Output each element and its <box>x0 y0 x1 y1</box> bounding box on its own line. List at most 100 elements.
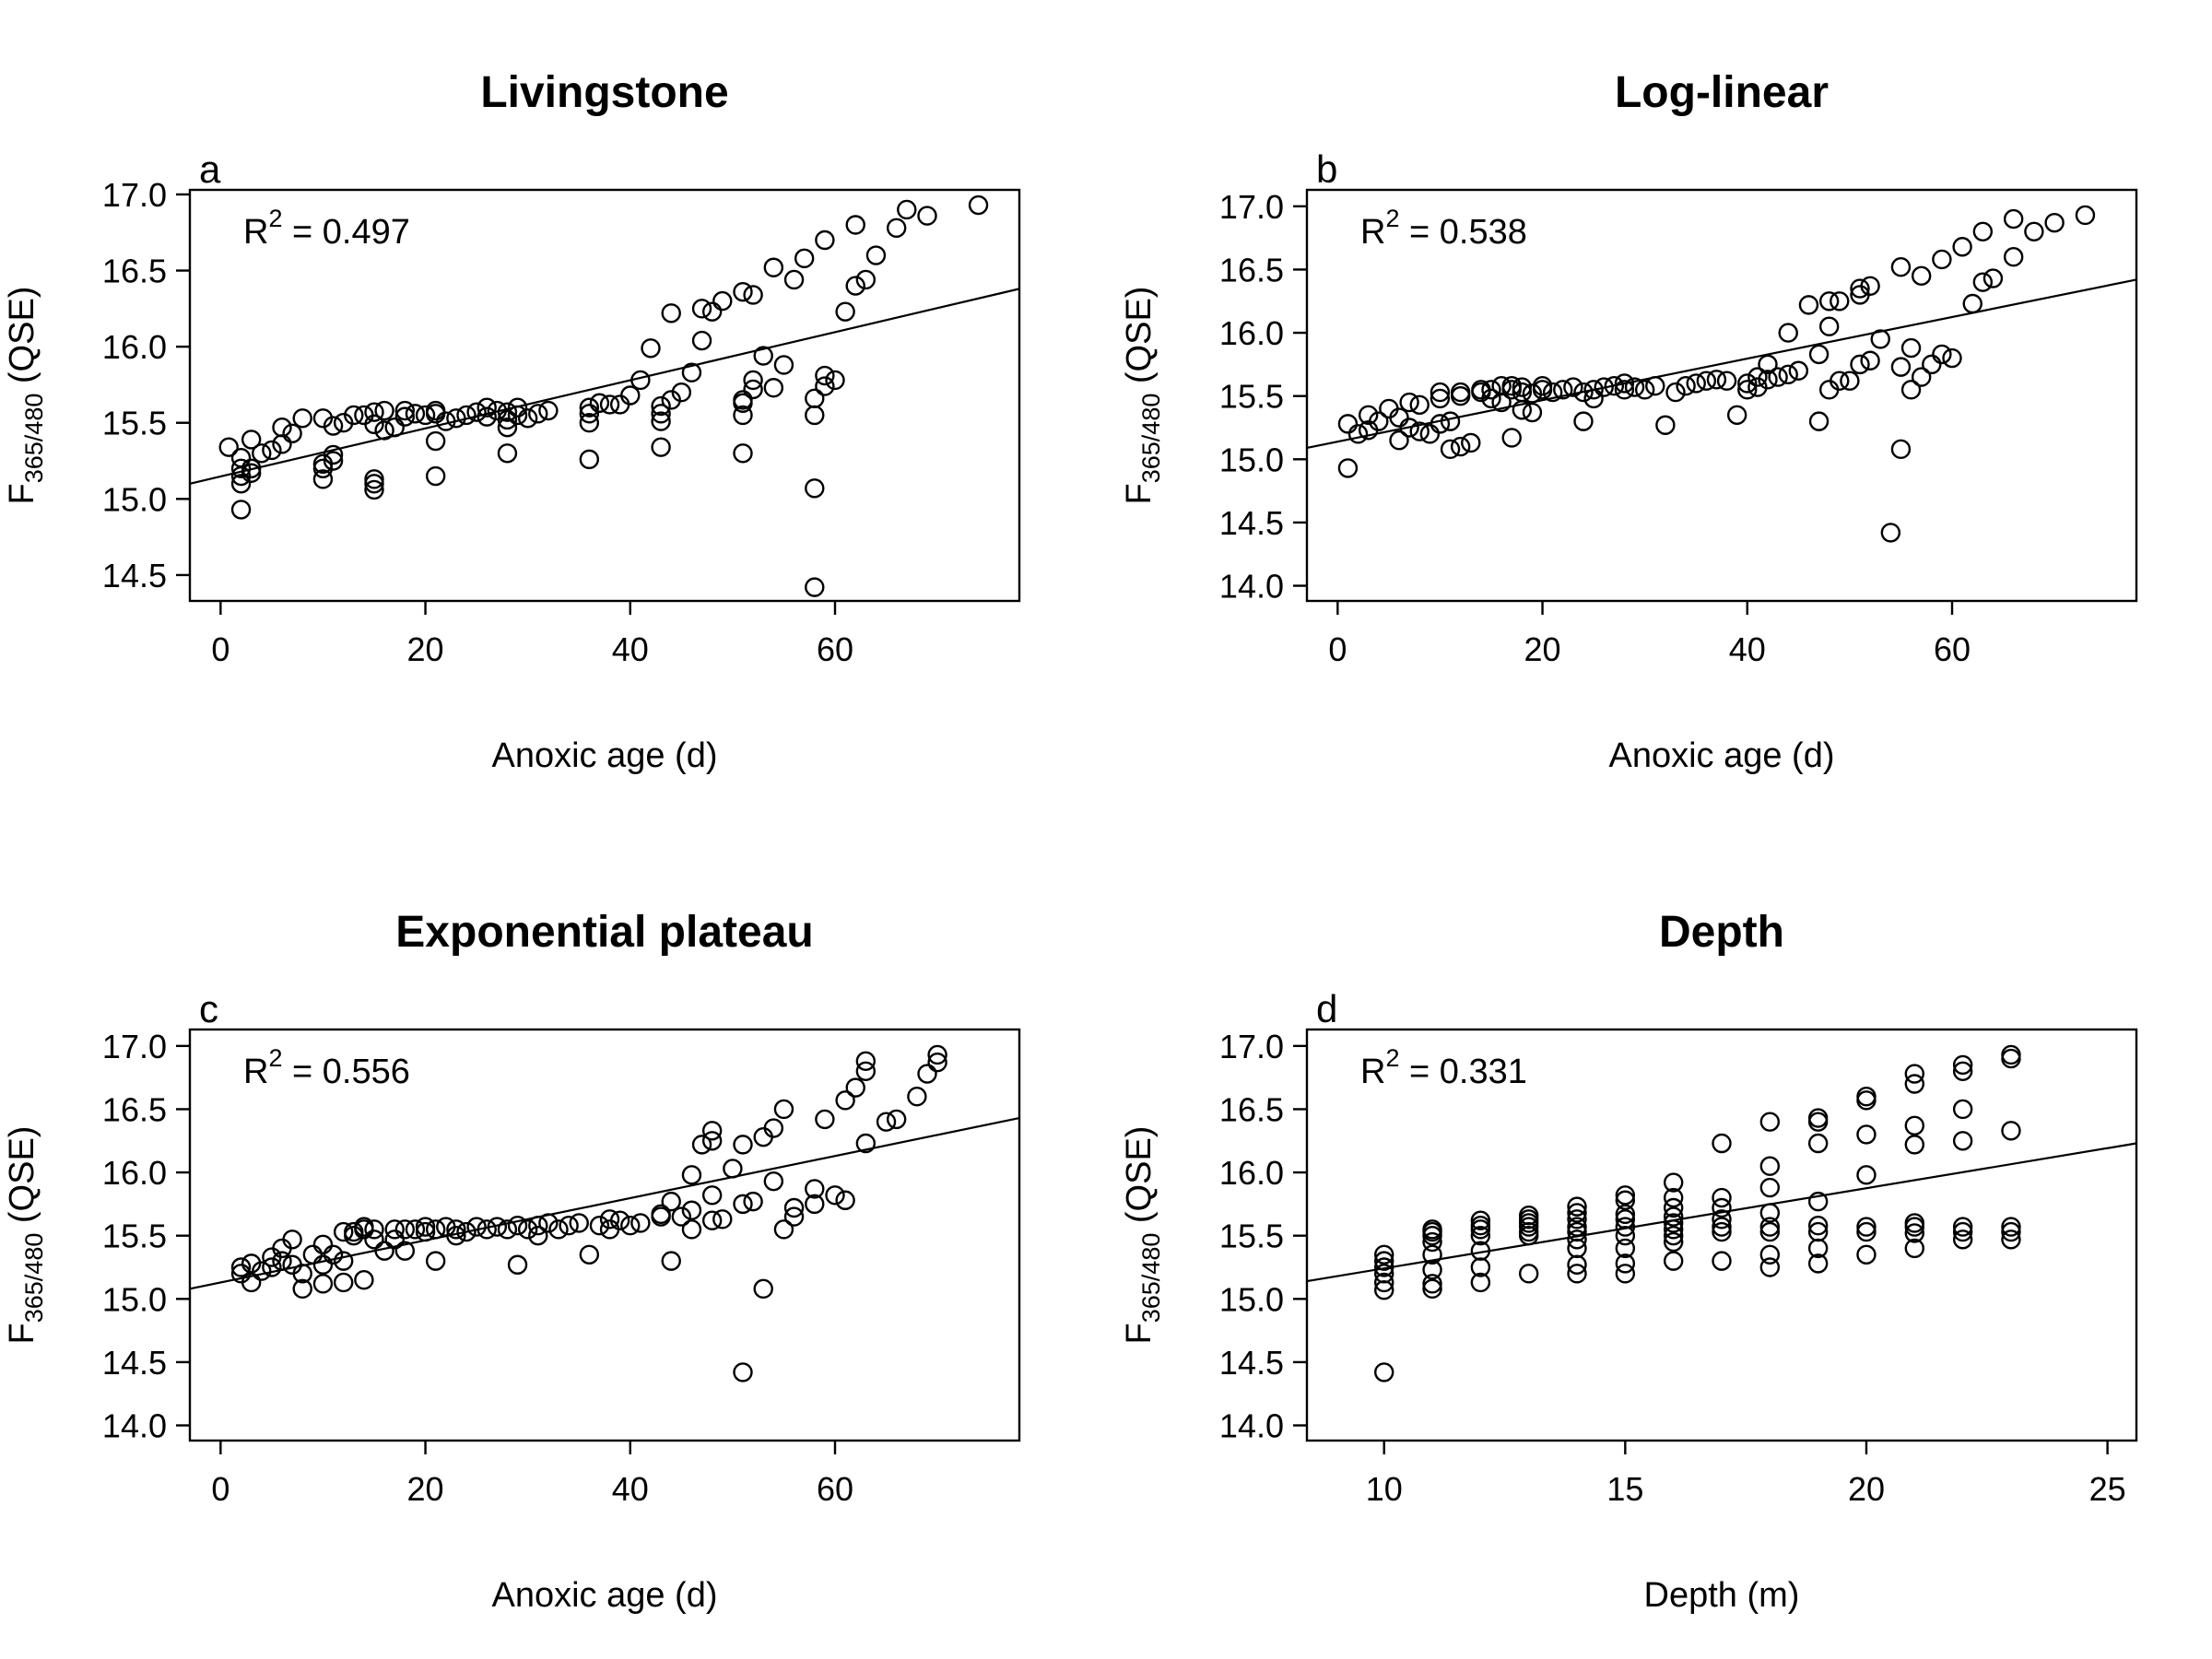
data-point <box>1567 1217 1587 1237</box>
panel-letter: d <box>1316 987 1337 1030</box>
data-point <box>2001 1221 2021 1242</box>
data-point <box>1904 1135 1925 1155</box>
data-point <box>1481 388 1501 409</box>
data-point <box>1706 370 1727 390</box>
data-point <box>733 281 753 302</box>
y-axis-label-unit: (QSE) <box>1120 287 1159 394</box>
data-point <box>1778 323 1798 343</box>
data-point <box>1747 367 1768 387</box>
data-point <box>230 458 252 478</box>
data-point <box>364 474 384 494</box>
data-point <box>733 1362 753 1382</box>
data-point <box>1686 373 1706 394</box>
data-point <box>825 1185 845 1206</box>
data-point <box>218 437 239 457</box>
regression-line <box>1306 278 2137 450</box>
data-point <box>733 405 753 426</box>
data-point <box>1501 428 1522 448</box>
data-point <box>1759 1217 1781 1237</box>
data-point <box>1952 1217 1973 1237</box>
data-point <box>2003 208 2024 229</box>
y-tick-label: 16.0 <box>1219 1154 1284 1192</box>
data-point <box>743 1191 763 1212</box>
data-point <box>661 1251 681 1271</box>
data-point <box>1798 295 1819 315</box>
data-point <box>1807 1108 1829 1128</box>
data-point <box>743 285 763 305</box>
data-point <box>927 1052 947 1073</box>
data-point <box>1758 370 1778 390</box>
data-point <box>743 370 763 391</box>
data-point <box>1614 380 1635 400</box>
data-point <box>1461 432 1481 453</box>
data-point <box>1422 1219 1442 1240</box>
data-point <box>1422 1274 1442 1294</box>
r-squared-symbol: R <box>243 1053 268 1091</box>
data-point <box>497 417 518 438</box>
y-axis-label-subscript: 365/480 <box>20 1233 48 1324</box>
data-point <box>292 1264 312 1284</box>
data-point <box>1399 392 1419 413</box>
data-point <box>1615 1217 1636 1237</box>
data-point <box>1567 1203 1587 1223</box>
data-point <box>1676 376 1696 396</box>
data-point <box>681 1200 702 1220</box>
data-point <box>1542 382 1563 403</box>
data-point <box>589 1216 610 1236</box>
data-point <box>681 1165 702 1185</box>
panel-title: Exponential plateau <box>395 908 813 957</box>
data-point <box>1374 1264 1394 1284</box>
data-point <box>2001 1230 2021 1250</box>
data-point <box>1932 344 1952 365</box>
data-point <box>1807 1221 1829 1242</box>
data-point <box>394 406 416 427</box>
data-point <box>548 1219 569 1240</box>
data-point <box>1712 1251 1732 1271</box>
data-point <box>1716 371 1737 391</box>
data-point <box>272 417 292 438</box>
data-point <box>917 1064 937 1084</box>
data-point <box>763 378 784 398</box>
data-point <box>1850 354 1870 375</box>
data-point <box>1665 382 1686 403</box>
data-point <box>712 290 733 312</box>
data-point <box>507 1216 528 1236</box>
data-point <box>1712 1217 1732 1237</box>
data-point <box>805 577 825 597</box>
data-point <box>374 400 394 421</box>
data-point <box>1890 439 1912 460</box>
data-point <box>907 1087 927 1107</box>
data-point <box>1374 1257 1394 1277</box>
data-point <box>456 1221 477 1242</box>
panel-c: Exponential plateau c 0 20 40 60 14.0 14.5 15.0 1… <box>3 908 1021 1615</box>
data-point <box>292 1278 312 1300</box>
r-squared-superscript: 2 <box>1385 205 1399 232</box>
data-point <box>241 1272 262 1293</box>
data-point <box>609 1210 630 1230</box>
data-point <box>446 408 466 429</box>
y-axis-label: F365/480 (QSE) <box>1120 1126 1165 1345</box>
data-point <box>723 1159 743 1179</box>
r-squared-symbol: R <box>1360 1053 1385 1091</box>
x-tick-label: 15 <box>1606 1470 1643 1508</box>
x-tick-label: 40 <box>1729 630 1766 668</box>
x-axis-label: Anoxic age (d) <box>1608 736 1834 775</box>
data-point <box>1573 382 1594 403</box>
data-point <box>364 402 384 422</box>
data-point <box>487 1217 508 1237</box>
data-point <box>569 1213 589 1233</box>
r-squared-superscript: 2 <box>268 1044 282 1072</box>
data-point <box>1856 1244 1877 1265</box>
data-point <box>1567 1264 1587 1284</box>
data-point <box>446 1219 466 1240</box>
data-point <box>773 1099 794 1120</box>
data-point <box>579 397 600 418</box>
data-point <box>1712 1187 1732 1208</box>
data-point <box>927 1044 947 1065</box>
data-point <box>641 338 661 359</box>
data-point <box>1567 1209 1587 1230</box>
data-point <box>1663 1206 1684 1227</box>
data-point <box>252 1261 272 1281</box>
panel-a: Livingstone a 0 20 40 60 14.5 15.0 15.5 16.0 16.5 1… <box>3 68 1021 775</box>
data-point <box>1567 1230 1587 1250</box>
